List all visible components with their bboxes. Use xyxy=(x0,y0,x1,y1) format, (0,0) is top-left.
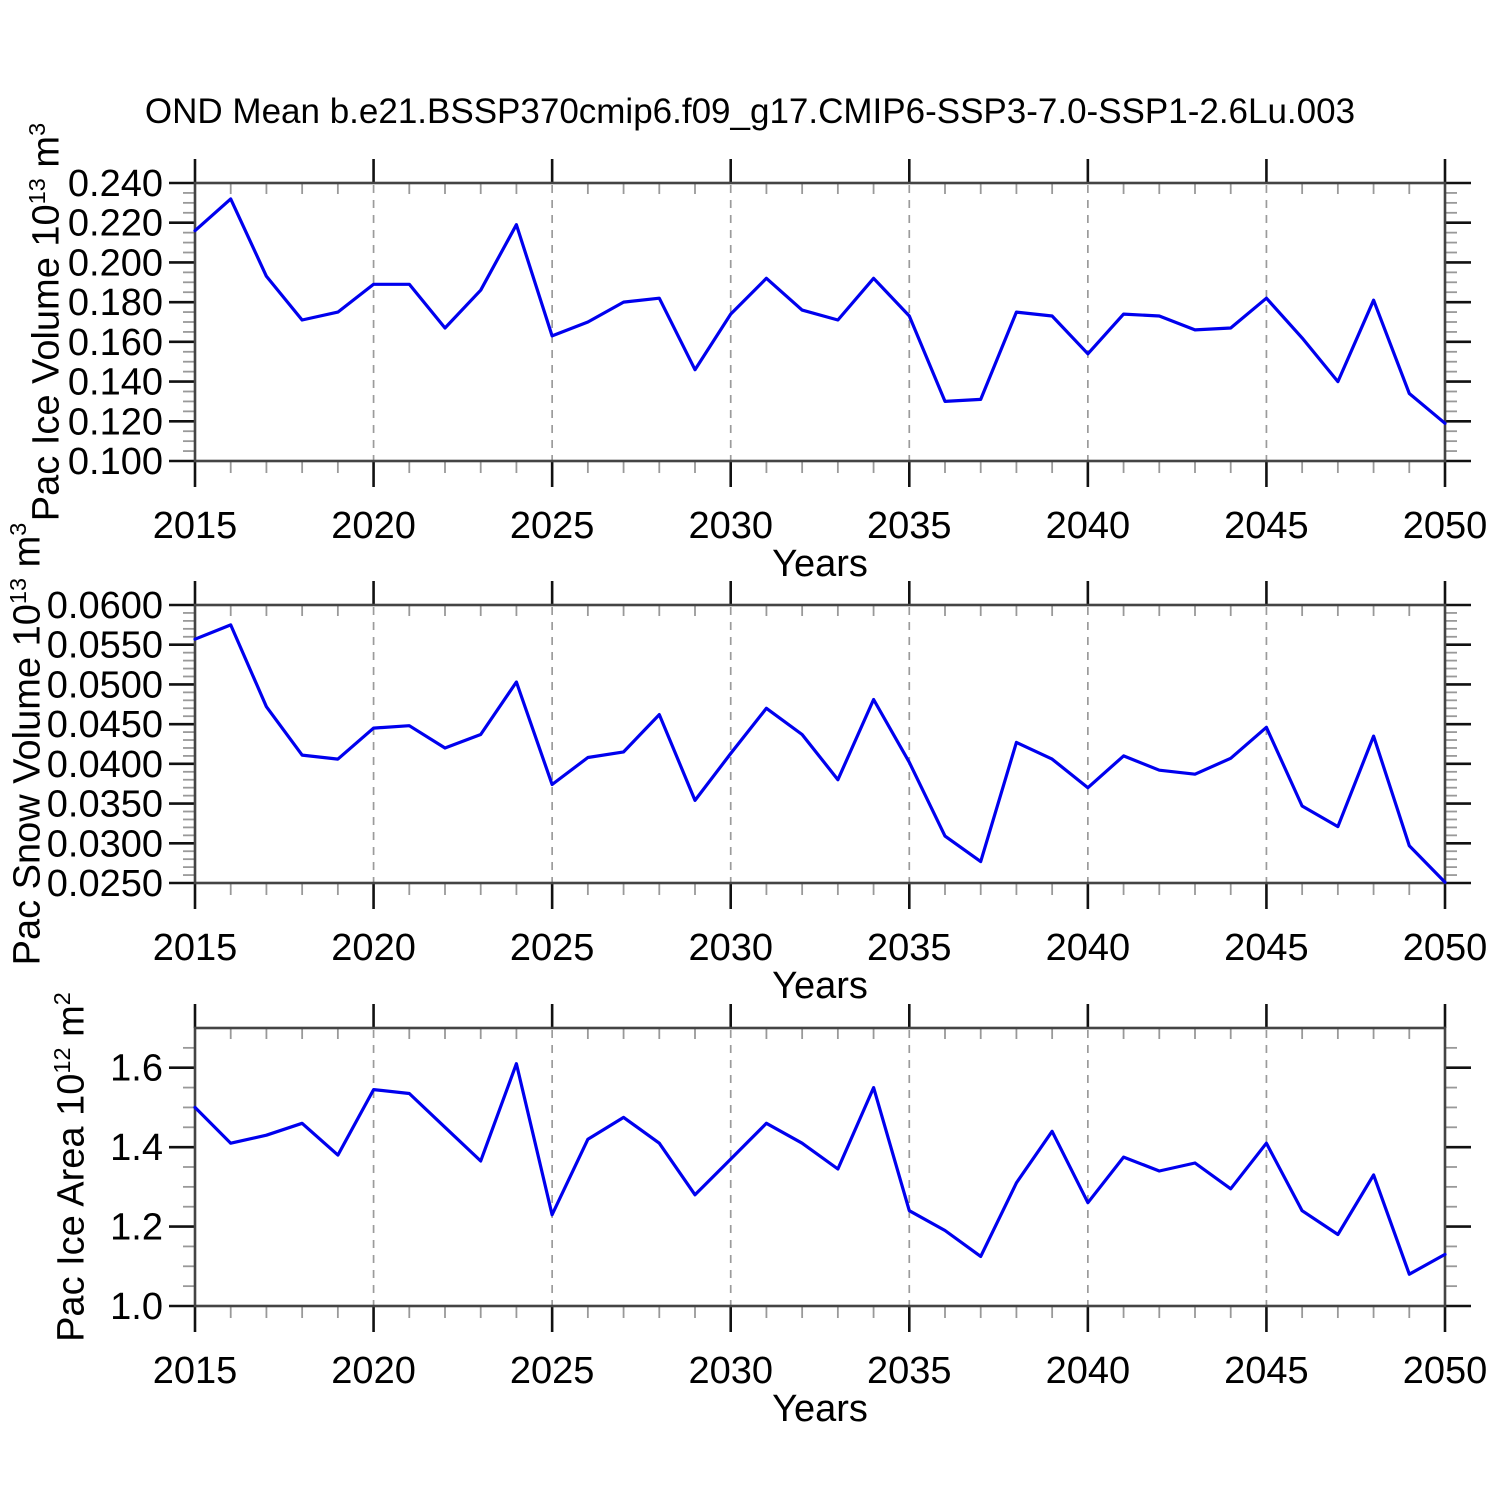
panel-2-frame xyxy=(193,603,1447,885)
chart-title: OND Mean b.e21.BSSP370cmip6.f09_g17.CMIP… xyxy=(144,92,1356,131)
y-tick-label: 0.0500 xyxy=(47,664,163,706)
y-tick-label: 0.0400 xyxy=(47,744,163,786)
y-tick-label: 0.0300 xyxy=(47,823,163,865)
panel-3-gridlines xyxy=(372,1030,1268,1305)
x-tick-label: 2030 xyxy=(688,927,773,969)
x-tick-label: 2025 xyxy=(510,1350,595,1392)
y-tick-label: 1.4 xyxy=(110,1127,163,1169)
panel-3: 2015 2020 2025 2030 2035 2040 2045 20501.61.41.… xyxy=(110,1004,1487,1430)
panel-3-y-minor-ticks xyxy=(183,1046,1457,1288)
panel-1: 2015 2020 2025 2030 2035 2040 2045 20500.2400.2… xyxy=(68,159,1487,585)
panel-1-y-minor-ticks xyxy=(183,192,1457,452)
panel-1-x-minor-ticks xyxy=(229,183,1411,473)
panel-1-gridlines xyxy=(372,185,1268,460)
x-tick-label: 2040 xyxy=(1046,927,1131,969)
x-tick-label: 2050 xyxy=(1403,927,1488,969)
x-tick-label: 2020 xyxy=(331,1350,416,1392)
x-tick-label: 2030 xyxy=(688,505,773,547)
y-tick-label: 0.220 xyxy=(68,203,163,245)
panel-2-series-line xyxy=(193,623,1447,884)
y-tick-label: 0.200 xyxy=(68,242,163,284)
x-tick-label: 2025 xyxy=(510,505,595,547)
x-tick-label: 2015 xyxy=(153,927,238,969)
y-tick-label: 0.0550 xyxy=(47,625,163,667)
panel-2-x-minor-ticks xyxy=(229,605,1411,895)
panel-1-y-major-ticks xyxy=(169,181,1471,463)
x-tick-label: 2040 xyxy=(1046,1350,1131,1392)
x-axis-title: Years xyxy=(772,543,868,585)
x-tick-label: 2035 xyxy=(867,1350,952,1392)
x-tick-label: 2035 xyxy=(867,927,952,969)
x-tick-label: 2050 xyxy=(1403,505,1488,547)
panel-3-x-major-ticks xyxy=(193,1004,1447,1332)
x-tick-label: 2040 xyxy=(1046,505,1131,547)
x-tick-label: 2025 xyxy=(510,927,595,969)
y-tick-label: 1.6 xyxy=(110,1048,163,1090)
y-axis-title-snow-volume: Pac Snow Volume 1013 m3 xyxy=(4,522,49,966)
y-axis-title-ice-volume: Pac Ice Volume 1013 m3 xyxy=(23,122,68,522)
panel-2-y-tick-labels: 0.06000.05500.05000.04500.04000.03500.03… xyxy=(47,585,163,905)
x-tick-label: 2030 xyxy=(688,1350,773,1392)
panel-2-y-minor-ticks xyxy=(183,612,1457,876)
y-tick-label: 0.0600 xyxy=(47,585,163,627)
y-tick-label: 0.160 xyxy=(68,322,163,364)
x-axis-title: Years xyxy=(772,965,868,1007)
y-tick-label: 1.0 xyxy=(110,1286,163,1328)
panel-3-x-minor-ticks xyxy=(229,1028,1411,1318)
panel-2-x-tick-labels: 2015 2020 2025 2030 2035 2040 2045 2050 xyxy=(153,927,1488,969)
x-tick-label: 2050 xyxy=(1403,1350,1488,1392)
panel-1-x-major-ticks xyxy=(193,159,1447,487)
y-tick-label: 0.180 xyxy=(68,282,163,324)
x-tick-label: 2020 xyxy=(331,505,416,547)
panel-1-frame xyxy=(193,181,1447,463)
y-tick-label: 0.0350 xyxy=(47,784,163,826)
panel-3-y-major-ticks xyxy=(169,1066,1471,1308)
panel-1-x-tick-labels: 2015 2020 2025 2030 2035 2040 2045 2050 xyxy=(153,505,1488,547)
y-tick-label: 0.100 xyxy=(68,441,163,483)
y-tick-label: 0.0250 xyxy=(47,863,163,905)
x-tick-label: 2045 xyxy=(1224,505,1309,547)
panel-3-frame xyxy=(193,1026,1447,1308)
x-tick-label: 2045 xyxy=(1224,927,1309,969)
panel-3-y-tick-labels: 1.6 1.4 1.2 1.0 xyxy=(110,1048,163,1328)
x-tick-label: 2045 xyxy=(1224,1350,1309,1392)
panel-2-y-major-ticks xyxy=(169,603,1471,885)
panel-2-gridlines xyxy=(372,607,1268,882)
panel-2-x-major-ticks xyxy=(193,581,1447,909)
x-tick-label: 2020 xyxy=(331,927,416,969)
panel-2: 2015 2020 2025 2030 2035 2040 2045 20500.06000.… xyxy=(47,581,1488,1007)
y-axis-title-ice-area: Pac Ice Area 1012 m2 xyxy=(48,992,93,1342)
panel-3-series-line xyxy=(193,1062,1447,1276)
y-tick-label: 0.0450 xyxy=(47,704,163,746)
panel-3-x-tick-labels: 2015 2020 2025 2030 2035 2040 2045 2050 xyxy=(153,1350,1488,1392)
x-tick-label: 2015 xyxy=(153,1350,238,1392)
x-tick-label: 2015 xyxy=(153,505,238,547)
x-tick-label: 2035 xyxy=(867,505,952,547)
x-axis-title: Years xyxy=(772,1388,868,1430)
y-tick-label: 0.140 xyxy=(68,362,163,404)
panel-1-series-line xyxy=(193,197,1447,425)
y-tick-label: 0.240 xyxy=(68,163,163,205)
y-tick-label: 0.120 xyxy=(68,401,163,443)
y-tick-label: 1.2 xyxy=(110,1207,163,1249)
